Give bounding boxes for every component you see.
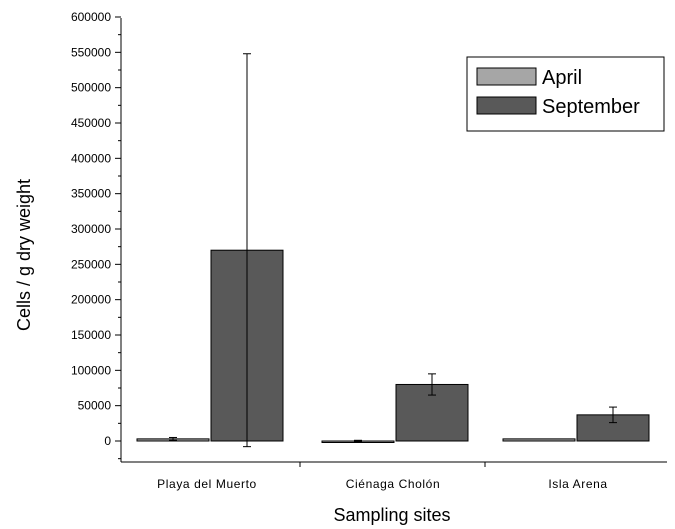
y-tick-label: 400000 — [71, 151, 111, 165]
legend-swatch-september — [476, 96, 537, 115]
y-tick-label: 50000 — [78, 399, 112, 413]
x-tick-label: Ciénaga Cholón — [346, 477, 440, 491]
y-tick-label: 550000 — [71, 45, 111, 59]
y-tick-label: 500000 — [71, 81, 111, 95]
y-tick-label: 100000 — [71, 363, 111, 377]
x-axis-title: Sampling sites — [333, 505, 450, 525]
y-tick-label: 300000 — [71, 222, 111, 236]
y-axis-ticks: 0 50000 100000 150000 200000 250000 300000 3500… — [71, 10, 486, 467]
y-tick-label: 600000 — [71, 10, 111, 24]
bar-april-2 — [502, 438, 576, 442]
x-tick-label: Playa del Muerto — [157, 477, 257, 491]
y-axis-title: Cells / g dry weight — [14, 179, 34, 331]
legend-label-september: September — [542, 96, 640, 118]
legend: April September — [466, 56, 665, 132]
y-tick-label: 250000 — [71, 257, 111, 271]
y-tick-label: 150000 — [71, 328, 111, 342]
axes — [120, 18, 667, 463]
x-axis-tick-labels: Playa del Muerto Ciénaga Cholón Isla Are… — [157, 477, 607, 491]
y-tick-label: 200000 — [71, 293, 111, 307]
error-bars — [169, 53, 617, 448]
y-tick-label: 0 — [104, 434, 111, 448]
bars — [136, 249, 650, 443]
legend-label-april: April — [542, 67, 582, 89]
legend-swatch-april — [476, 67, 537, 86]
x-tick-label: Isla Arena — [548, 477, 607, 491]
y-tick-label: 450000 — [71, 116, 111, 130]
y-tick-label: 350000 — [71, 187, 111, 201]
